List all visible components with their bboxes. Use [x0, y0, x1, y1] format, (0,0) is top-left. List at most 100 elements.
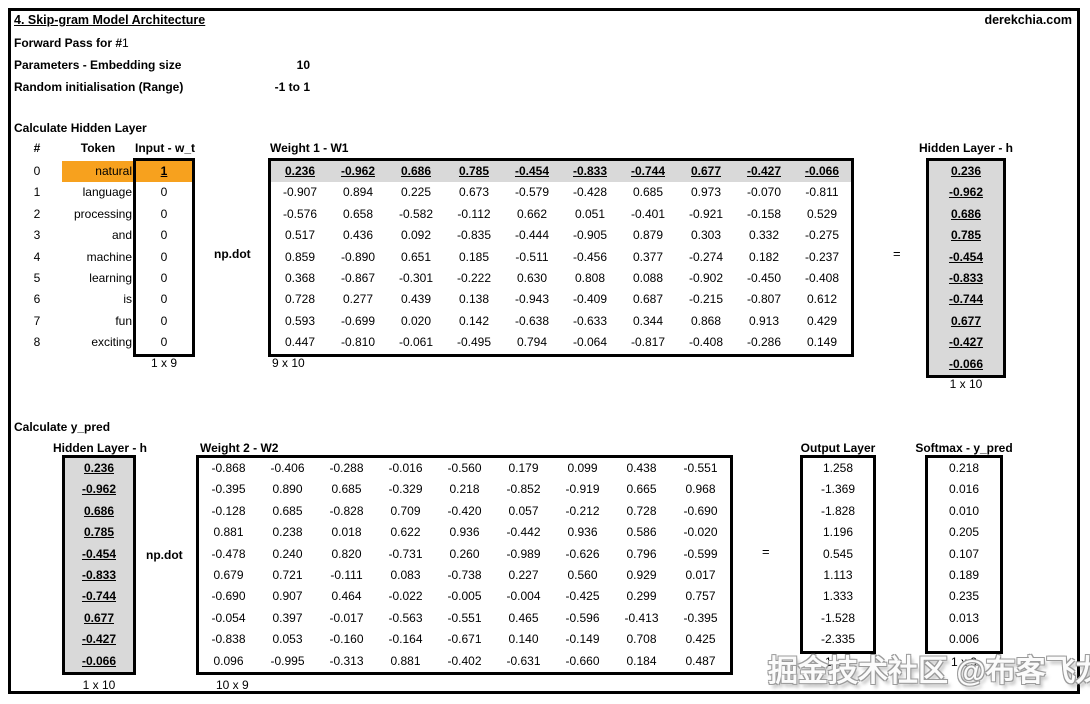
matrix-cell: -0.638 — [514, 313, 550, 328]
matrix-cell: -0.962 — [340, 164, 376, 178]
matrix-row: 4 — [26, 247, 48, 268]
matrix-cell: -0.454 — [81, 546, 117, 561]
matrix-cell: 0.238 — [272, 525, 303, 540]
matrix-cell: 0.429 — [806, 313, 838, 328]
matrix-cell: 0.936 — [567, 525, 598, 540]
matrix-cell: 0 — [160, 249, 168, 264]
matrix-cell: 0.236 — [950, 164, 982, 178]
matrix-cell: 1.258 — [822, 461, 854, 475]
matrix-cell: 0.013 — [948, 610, 980, 625]
matrix-cell: -0.409 — [572, 292, 608, 307]
matrix-cell: 0.138 — [458, 292, 490, 307]
matrix-cell: -0.833 — [948, 270, 984, 285]
w1-dimension-label: 9 x 10 — [272, 356, 305, 370]
matrix-row: 0.686 — [65, 501, 133, 522]
matrix-cell: 4 — [33, 249, 41, 264]
matrix-cell: 0.083 — [390, 567, 421, 582]
matrix-cell: 1.196 — [822, 525, 854, 540]
matrix-cell: 0 — [160, 313, 168, 328]
matrix-cell: 1 — [160, 164, 168, 178]
matrix-cell: -0.454 — [514, 164, 550, 178]
matrix-row: 0.686 — [929, 204, 1003, 225]
matrix-row: -1.828 — [803, 501, 873, 522]
matrix-cell: -0.149 — [565, 632, 600, 647]
output-layer-vector: 1.258 -1.369 -1.828 1.196 0.545 1.113 1.333 -1.… — [800, 455, 876, 654]
matrix-row: -0.838 0.053 -0.160 -0.164 -0.671 0.140 -0.149… — [199, 629, 730, 650]
matrix-cell: 0.721 — [272, 567, 303, 582]
matrix-cell: 0.929 — [626, 567, 657, 582]
matrix-row: 0 — [136, 247, 192, 268]
matrix-cell: 0.794 — [516, 335, 548, 350]
matrix-cell: 0.785 — [950, 228, 982, 243]
random-init-value: -1 to 1 — [274, 80, 310, 94]
matrix-row: 1 — [26, 182, 48, 203]
matrix-cell: -0.560 — [447, 461, 482, 475]
hash-column-header: # — [33, 141, 41, 155]
section2-heading: Calculate y_pred — [14, 420, 111, 434]
matrix-row: fun — [62, 311, 133, 332]
matrix-cell: -0.671 — [447, 632, 482, 647]
matrix-cell: 0 — [160, 335, 168, 350]
matrix-cell: 0.464 — [331, 589, 362, 604]
matrix-row: 0.728 0.277 0.439 0.138 -0.943 -0.409 0.687 -0.… — [271, 289, 851, 310]
matrix-cell: -0.454 — [948, 249, 984, 264]
site-watermark: 掘金技术社区 @布客飞龙 — [768, 655, 1090, 688]
matrix-cell: 0.785 — [458, 164, 490, 178]
npdot-operator-2: np.dot — [146, 548, 183, 562]
matrix-cell: 0.487 — [685, 653, 716, 668]
hidden-2-dimension-label: 1 x 10 — [82, 678, 116, 692]
matrix-row: machine — [62, 247, 133, 268]
matrix-row: -0.427 — [929, 332, 1003, 353]
matrix-cell: 0.868 — [690, 313, 722, 328]
matrix-cell: -0.660 — [565, 653, 600, 668]
matrix-cell: 0.677 — [950, 313, 982, 328]
matrix-row: 0 — [136, 289, 192, 310]
matrix-cell: exciting — [91, 335, 132, 350]
matrix-row: processing — [62, 204, 133, 225]
matrix-row: -0.833 — [65, 565, 133, 586]
matrix-cell: -0.563 — [388, 610, 423, 625]
matrix-cell: 0.593 — [284, 313, 316, 328]
matrix-cell: 0.447 — [284, 335, 316, 350]
matrix-cell: -1.369 — [820, 482, 856, 497]
matrix-cell: 0.881 — [390, 653, 421, 668]
matrix-cell: is — [123, 292, 132, 307]
matrix-row: 0 — [136, 225, 192, 246]
matrix-cell: 0.820 — [331, 546, 362, 561]
matrix-row: 0 — [136, 204, 192, 225]
matrix-cell: -0.902 — [688, 270, 724, 285]
hidden-dimension-label: 1 x 10 — [949, 377, 983, 391]
matrix-cell: 0.586 — [626, 525, 657, 540]
matrix-row: 0.016 — [928, 479, 1000, 500]
matrix-cell: 2 — [33, 206, 41, 221]
matrix-cell: -0.329 — [388, 482, 423, 497]
matrix-cell: natural — [95, 164, 132, 178]
matrix-row: -0.907 0.894 0.225 0.673 -0.579 -0.428 0.685 0.… — [271, 182, 851, 203]
matrix-cell: processing — [73, 206, 132, 221]
matrix-cell: -0.395 — [211, 482, 246, 497]
matrix-cell: -0.631 — [506, 653, 541, 668]
matrix-cell: -0.738 — [447, 567, 482, 582]
matrix-cell: 0.859 — [284, 249, 316, 264]
matrix-cell: -0.064 — [572, 335, 608, 350]
matrix-cell: 0.227 — [508, 567, 539, 582]
random-init-label: Random initialisation (Range) — [14, 80, 184, 94]
matrix-cell: -0.626 — [565, 546, 600, 561]
matrix-row: 5 — [26, 268, 48, 289]
matrix-cell: -0.402 — [447, 653, 482, 668]
w2-header: Weight 2 - W2 — [200, 441, 279, 455]
matrix-cell: -0.495 — [456, 335, 492, 350]
matrix-cell: 0.679 — [213, 567, 244, 582]
matrix-cell: 0.107 — [948, 546, 980, 561]
matrix-cell: -0.406 — [270, 461, 305, 475]
hidden-layer-vector: 0.236 -0.962 0.686 0.785 -0.454 -0.833 -0.744 0… — [926, 158, 1006, 378]
matrix-cell: 0 — [160, 206, 168, 221]
matrix-cell: 0.425 — [685, 632, 716, 647]
matrix-cell: 7 — [33, 313, 41, 328]
matrix-cell: -0.890 — [340, 249, 376, 264]
matrix-cell: 0.728 — [626, 503, 657, 518]
matrix-row: exciting — [62, 332, 133, 353]
matrix-cell: 0 — [33, 164, 41, 178]
matrix-cell: -0.835 — [456, 228, 492, 243]
matrix-cell: -0.599 — [683, 546, 718, 561]
